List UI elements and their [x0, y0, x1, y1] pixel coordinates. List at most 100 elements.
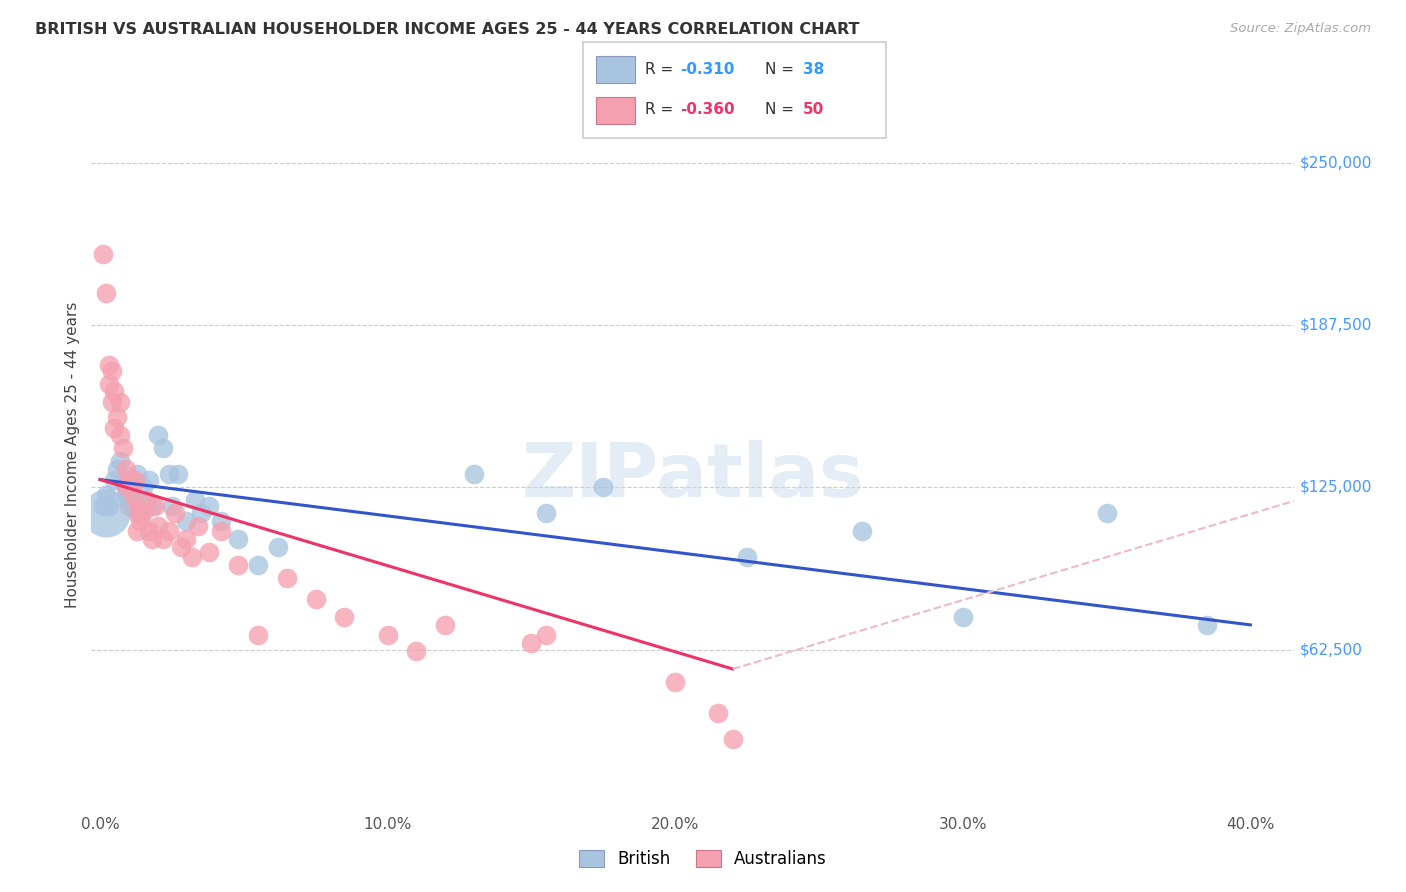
- Point: [121, 480, 143, 494]
- Point: [534, 506, 557, 520]
- Text: $250,000: $250,000: [1299, 155, 1372, 170]
- Point: [141, 533, 163, 547]
- Point: [184, 493, 207, 508]
- Point: [100, 394, 122, 409]
- Point: [91, 499, 114, 513]
- Point: [721, 732, 744, 747]
- Point: [124, 499, 146, 513]
- Point: [434, 618, 457, 632]
- Point: [97, 499, 120, 513]
- Point: [135, 493, 157, 508]
- Text: N =: N =: [765, 62, 799, 77]
- Point: [108, 454, 131, 468]
- Text: -0.310: -0.310: [681, 62, 734, 77]
- Point: [160, 499, 183, 513]
- Point: [141, 499, 163, 513]
- Point: [157, 524, 180, 539]
- Y-axis label: Householder Income Ages 25 - 44 years: Householder Income Ages 25 - 44 years: [65, 301, 80, 608]
- Point: [267, 540, 290, 554]
- Point: [129, 506, 152, 520]
- Point: [91, 247, 114, 261]
- Point: [377, 628, 399, 642]
- Point: [952, 610, 974, 624]
- Point: [520, 636, 543, 650]
- Text: $187,500: $187,500: [1299, 318, 1372, 333]
- Point: [94, 488, 117, 502]
- Point: [157, 467, 180, 482]
- Point: [190, 506, 212, 520]
- Point: [94, 285, 117, 300]
- Point: [146, 428, 169, 442]
- Point: [198, 545, 221, 559]
- Point: [146, 519, 169, 533]
- Point: [132, 480, 155, 494]
- Text: BRITISH VS AUSTRALIAN HOUSEHOLDER INCOME AGES 25 - 44 YEARS CORRELATION CHART: BRITISH VS AUSTRALIAN HOUSEHOLDER INCOME…: [35, 22, 859, 37]
- Text: Source: ZipAtlas.com: Source: ZipAtlas.com: [1230, 22, 1371, 36]
- Point: [226, 558, 249, 573]
- Point: [115, 462, 138, 476]
- Point: [135, 493, 157, 508]
- Point: [152, 533, 174, 547]
- Bar: [596, 97, 636, 124]
- Point: [115, 488, 138, 502]
- Point: [127, 467, 149, 482]
- Point: [124, 499, 146, 513]
- Point: [118, 473, 141, 487]
- Point: [115, 480, 138, 494]
- Point: [181, 550, 204, 565]
- Point: [209, 524, 232, 539]
- Point: [124, 473, 146, 487]
- Text: $125,000: $125,000: [1299, 480, 1372, 495]
- Point: [111, 475, 135, 490]
- Text: R =: R =: [645, 103, 679, 118]
- Point: [94, 506, 117, 520]
- Text: N =: N =: [765, 103, 799, 118]
- Point: [209, 514, 232, 528]
- Text: ZIPatlas: ZIPatlas: [522, 440, 863, 513]
- Point: [97, 359, 120, 373]
- Point: [127, 524, 149, 539]
- Point: [333, 610, 356, 624]
- Point: [664, 675, 686, 690]
- Point: [105, 462, 128, 476]
- Point: [226, 533, 249, 547]
- Point: [198, 499, 221, 513]
- Text: 50: 50: [803, 103, 824, 118]
- Point: [118, 493, 141, 508]
- Point: [463, 467, 485, 482]
- Point: [305, 591, 328, 606]
- Point: [247, 558, 270, 573]
- FancyBboxPatch shape: [583, 42, 886, 138]
- Point: [138, 473, 160, 487]
- Point: [127, 506, 149, 520]
- Legend: British, Australians: British, Australians: [572, 843, 834, 875]
- Text: -0.360: -0.360: [681, 103, 735, 118]
- Point: [174, 514, 197, 528]
- Point: [276, 571, 298, 585]
- Point: [152, 442, 174, 456]
- Point: [592, 480, 614, 494]
- Text: 38: 38: [803, 62, 824, 77]
- Point: [1197, 618, 1219, 632]
- Point: [163, 506, 186, 520]
- Point: [138, 524, 160, 539]
- Point: [108, 394, 131, 409]
- Point: [132, 506, 155, 520]
- Point: [166, 467, 188, 482]
- Point: [129, 514, 152, 528]
- Point: [118, 499, 141, 513]
- Point: [108, 428, 131, 442]
- Point: [1095, 506, 1118, 520]
- Text: R =: R =: [645, 62, 679, 77]
- Point: [103, 384, 125, 399]
- Point: [103, 420, 125, 434]
- Point: [735, 550, 758, 565]
- Point: [169, 540, 191, 554]
- Point: [121, 480, 143, 494]
- Point: [97, 376, 120, 391]
- Point: [187, 519, 209, 533]
- Point: [707, 706, 730, 720]
- Point: [534, 628, 557, 642]
- Point: [111, 442, 135, 456]
- Point: [100, 363, 122, 377]
